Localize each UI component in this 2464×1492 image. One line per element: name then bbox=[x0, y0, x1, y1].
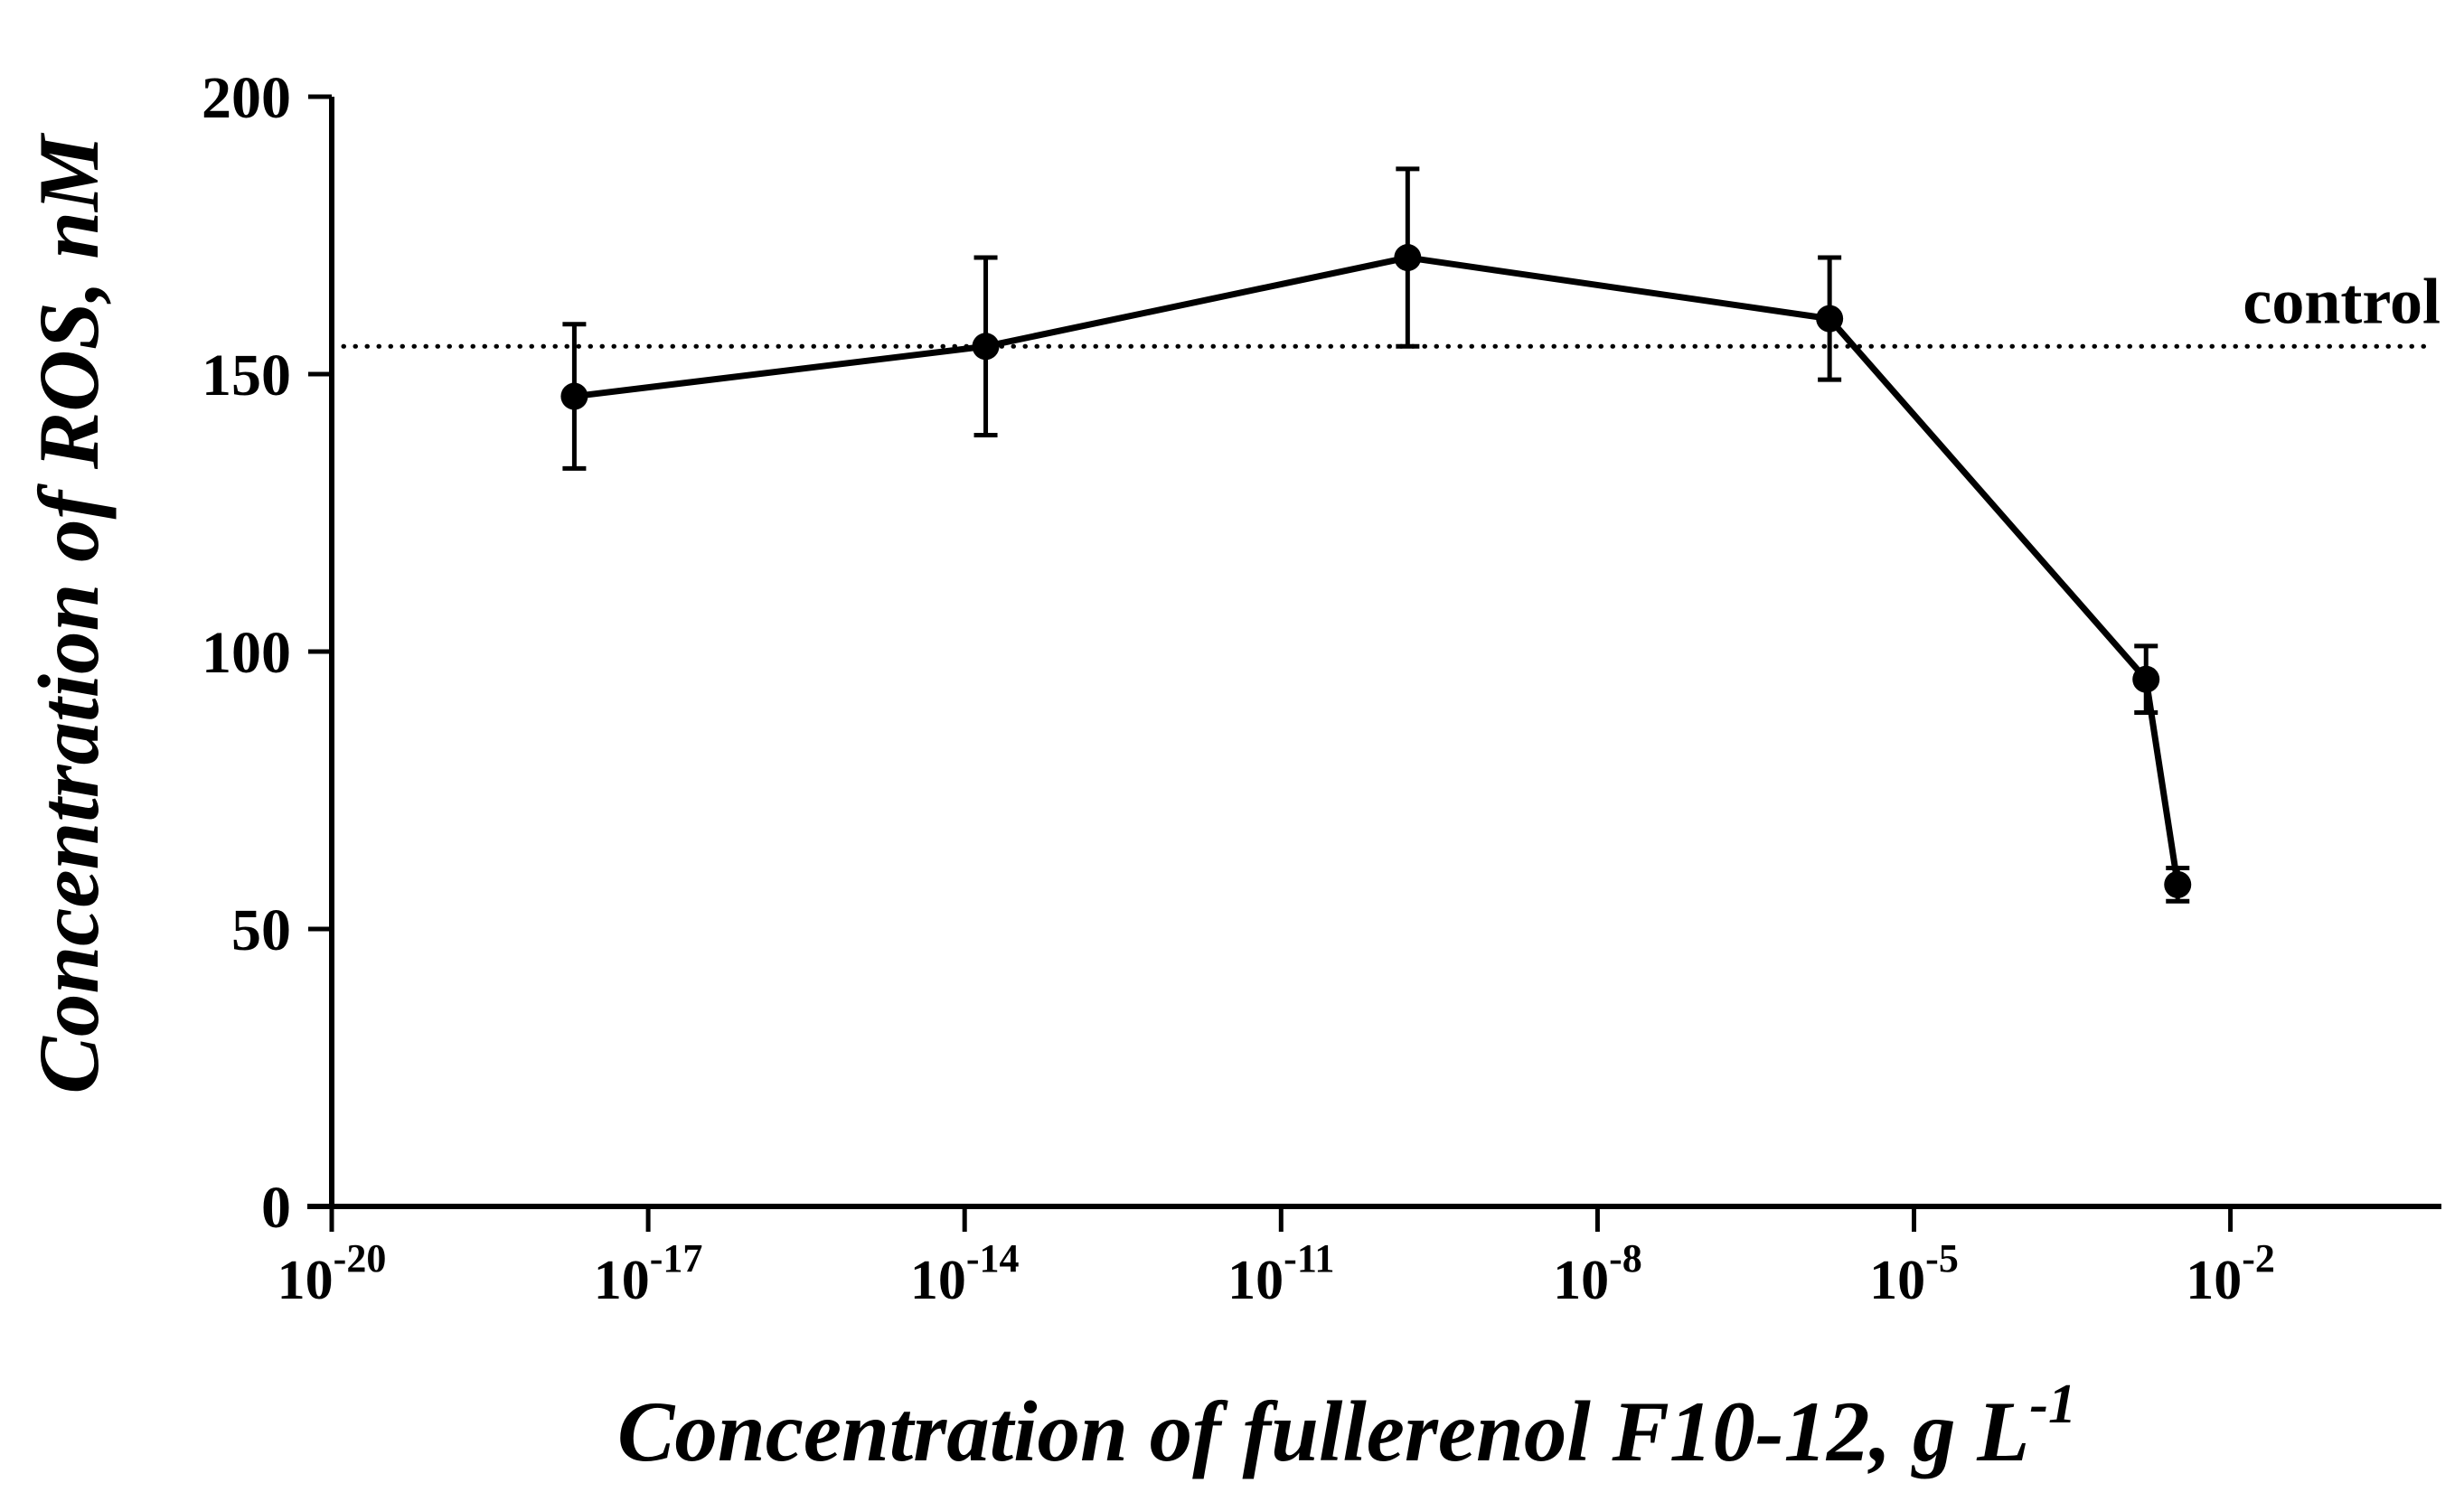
x-tick-label: 10-5 bbox=[1869, 1236, 1959, 1311]
y-tick-label: 200 bbox=[202, 65, 291, 131]
data-point bbox=[2164, 870, 2192, 898]
data-point bbox=[1394, 244, 1422, 272]
y-tick-label: 50 bbox=[231, 897, 291, 963]
y-axis-title: Concentration of ROS, nM bbox=[21, 132, 117, 1094]
series-line bbox=[573, 254, 2181, 886]
y-tick-label: 100 bbox=[202, 620, 291, 686]
data-point bbox=[1816, 305, 1844, 333]
y-tick-label: 150 bbox=[202, 343, 291, 408]
y-tick-label: 0 bbox=[261, 1175, 291, 1241]
control-label: control bbox=[2243, 265, 2440, 337]
x-tick-label: 10-8 bbox=[1553, 1236, 1642, 1311]
data-point bbox=[560, 382, 588, 410]
x-axis-title: Concentration of fullerenol F10-12, g L-… bbox=[617, 1374, 2076, 1479]
x-tick-label: 10-11 bbox=[1227, 1236, 1334, 1311]
x-tick-label: 10-20 bbox=[277, 1236, 387, 1311]
x-tick-label: 10-14 bbox=[910, 1236, 1020, 1311]
x-tick-label: 10-17 bbox=[594, 1236, 703, 1311]
data-point bbox=[972, 333, 1000, 361]
x-tick-label: 10-2 bbox=[2186, 1236, 2275, 1311]
data-point bbox=[2132, 665, 2160, 693]
